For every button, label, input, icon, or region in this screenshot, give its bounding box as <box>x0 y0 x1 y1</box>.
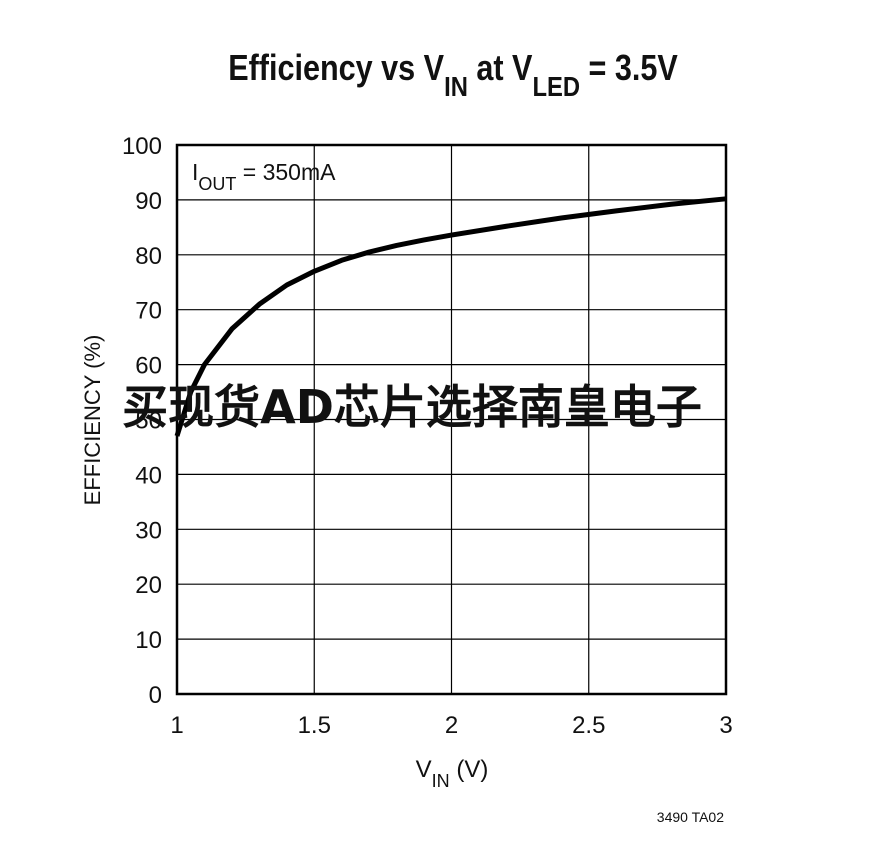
chart-title-part: IN <box>444 70 468 102</box>
y-tick-label: 0 <box>149 682 162 709</box>
annotation-part: I <box>192 159 198 185</box>
x-tick-label: 1 <box>170 712 183 739</box>
x-tick-label: 2 <box>445 712 458 739</box>
y-axis-label: EFFICIENCY (%) <box>80 335 105 506</box>
x-axis-label: VIN (V) <box>416 756 489 791</box>
y-tick-label: 30 <box>135 517 162 544</box>
x-axis-label-part: IN <box>432 771 450 791</box>
x-tick-label: 2.5 <box>572 712 605 739</box>
x-axis-label-part: V <box>416 756 432 783</box>
y-tick-label: 10 <box>135 627 162 654</box>
y-tick-label: 90 <box>135 188 162 215</box>
y-tick-label: 40 <box>135 462 162 489</box>
y-tick-label: 70 <box>135 298 162 325</box>
footnote: 3490 TA02 <box>657 809 724 825</box>
chart-title-part: Efficiency vs V <box>228 49 445 89</box>
x-tick-label: 1.5 <box>298 712 331 739</box>
y-tick-label: 60 <box>135 353 162 380</box>
annotation: IOUT = 350mA <box>192 159 336 194</box>
x-axis-label-part: (V) <box>450 756 489 783</box>
chart-title: Efficiency vs VIN at VLED = 3.5V <box>228 49 678 103</box>
x-tick-label: 3 <box>719 712 732 739</box>
plot-frame <box>175 143 728 696</box>
y-tick-label: 20 <box>135 572 162 599</box>
annotation-part: OUT <box>198 174 236 194</box>
annotation-part: = 350mA <box>236 159 336 185</box>
chart-title-part: at V <box>468 49 533 89</box>
chart-title-part: LED <box>532 70 580 102</box>
y-tick-label: 50 <box>135 408 162 435</box>
y-tick-label: 100 <box>122 133 162 160</box>
watermark: 买现货AD芯片选择南皇电子 <box>122 380 702 434</box>
chart-title-part: = 3.5V <box>580 49 678 89</box>
efficiency-line <box>174 196 727 437</box>
y-tick-label: 80 <box>135 243 162 270</box>
